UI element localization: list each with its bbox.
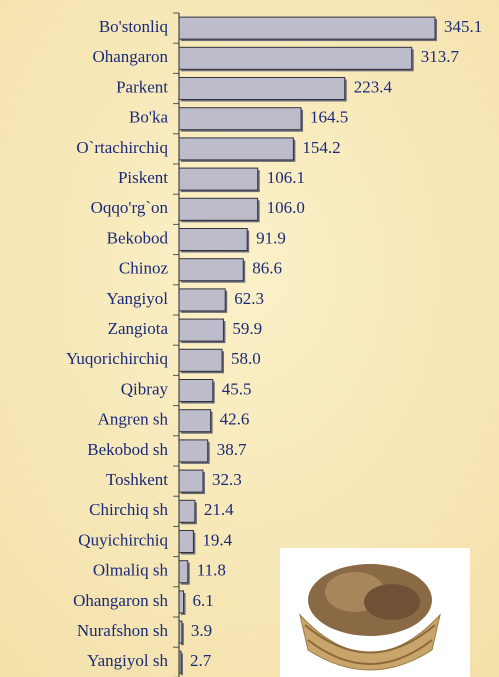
value-label: 59.9 bbox=[232, 319, 262, 338]
value-label: 21.4 bbox=[204, 500, 234, 519]
category-label: Bo'ka bbox=[129, 108, 168, 127]
bar bbox=[178, 137, 294, 161]
bar bbox=[178, 530, 194, 553]
category-label: Yangiyol bbox=[106, 289, 168, 308]
bar bbox=[178, 77, 346, 100]
category-label: Quyichirchiq bbox=[78, 530, 168, 549]
category-label: Yuqorichirchiq bbox=[66, 349, 168, 368]
category-label: Piskent bbox=[118, 168, 168, 187]
bar bbox=[178, 318, 224, 342]
category-label: Parkent bbox=[116, 77, 168, 96]
value-label: 62.3 bbox=[234, 289, 264, 308]
value-label: 154.2 bbox=[302, 138, 340, 157]
category-label: Olmaliq sh bbox=[93, 561, 169, 580]
bar bbox=[178, 46, 413, 70]
value-label: 58.0 bbox=[231, 349, 261, 368]
category-label: Chirchiq sh bbox=[89, 500, 168, 519]
value-label: 11.8 bbox=[197, 561, 226, 580]
bar bbox=[178, 590, 185, 614]
category-label: Ohangaron sh bbox=[73, 591, 168, 610]
value-label: 345.1 bbox=[444, 17, 482, 36]
bar bbox=[178, 258, 244, 282]
category-label: Bekobod sh bbox=[87, 440, 168, 459]
bar bbox=[178, 469, 204, 493]
value-label: 2.7 bbox=[190, 651, 212, 670]
basket-photo bbox=[280, 548, 470, 677]
category-label: Bekobod bbox=[107, 228, 169, 247]
category-label: Ohangaron bbox=[92, 47, 168, 66]
bar bbox=[178, 560, 189, 584]
category-label: Toshkent bbox=[106, 470, 168, 489]
value-label: 3.9 bbox=[191, 621, 212, 640]
bar-shadow bbox=[181, 653, 184, 676]
value-label: 86.6 bbox=[252, 259, 282, 278]
value-label: 91.9 bbox=[256, 228, 286, 247]
category-label: Oqqo'rg`on bbox=[91, 198, 169, 217]
value-label: 42.6 bbox=[220, 410, 250, 429]
value-label: 19.4 bbox=[202, 530, 232, 549]
value-label: 313.7 bbox=[421, 47, 460, 66]
category-label: Nurafshon sh bbox=[77, 621, 169, 640]
category-label: Angren sh bbox=[98, 410, 169, 429]
bar bbox=[178, 197, 259, 221]
bar bbox=[178, 228, 248, 251]
value-label: 32.3 bbox=[212, 470, 242, 489]
bar bbox=[178, 167, 259, 191]
value-label: 38.7 bbox=[217, 440, 247, 459]
value-label: 106.1 bbox=[267, 168, 305, 187]
bar bbox=[178, 16, 436, 40]
bar bbox=[178, 499, 196, 523]
category-label: Zangiota bbox=[108, 319, 169, 338]
value-label: 6.1 bbox=[193, 591, 214, 610]
bar bbox=[178, 288, 226, 312]
bar bbox=[178, 107, 302, 131]
bar bbox=[178, 348, 223, 372]
category-label: Qibray bbox=[121, 379, 169, 398]
bar bbox=[178, 409, 212, 433]
bar bbox=[178, 379, 214, 402]
category-label: O`rtachirchiq bbox=[76, 138, 168, 157]
value-label: 223.4 bbox=[354, 77, 393, 96]
value-label: 45.5 bbox=[222, 379, 252, 398]
category-label: Yangiyol sh bbox=[87, 651, 168, 670]
bar bbox=[178, 439, 209, 463]
category-label: Chinoz bbox=[119, 259, 169, 278]
category-label: Bo'stonliq bbox=[99, 17, 169, 36]
value-label: 106.0 bbox=[267, 198, 305, 217]
value-label: 164.5 bbox=[310, 108, 348, 127]
bar-shadow bbox=[181, 623, 184, 646]
